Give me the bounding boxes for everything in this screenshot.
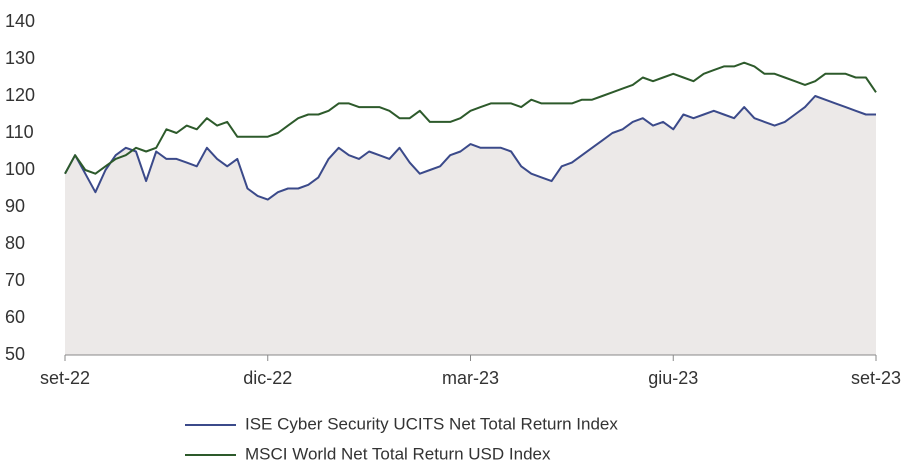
y-tick-label: 50 bbox=[5, 344, 25, 364]
y-tick-label: 110 bbox=[5, 122, 34, 142]
y-tick-label: 60 bbox=[5, 307, 25, 327]
y-tick-label: 90 bbox=[5, 196, 25, 216]
y-tick-label: 80 bbox=[5, 233, 25, 253]
x-tick-label: set-22 bbox=[40, 368, 90, 388]
y-tick-label: 130 bbox=[5, 48, 35, 68]
x-tick-label: giu-23 bbox=[648, 368, 698, 388]
x-tick-label: set-23 bbox=[851, 368, 901, 388]
legend-label: ISE Cyber Security UCITS Net Total Retur… bbox=[245, 414, 618, 433]
legend-label: MSCI World Net Total Return USD Index bbox=[245, 444, 551, 463]
y-tick-label: 100 bbox=[5, 159, 35, 179]
y-tick-label: 70 bbox=[5, 270, 25, 290]
x-tick-label: dic-22 bbox=[243, 368, 292, 388]
line bbox=[64, 95, 876, 201]
y-tick-label: 120 bbox=[5, 85, 35, 105]
x-tick-label: mar-23 bbox=[442, 368, 499, 388]
y-tick-label: 140 bbox=[5, 11, 35, 31]
area bbox=[65, 96, 876, 355]
line bbox=[64, 61, 877, 175]
